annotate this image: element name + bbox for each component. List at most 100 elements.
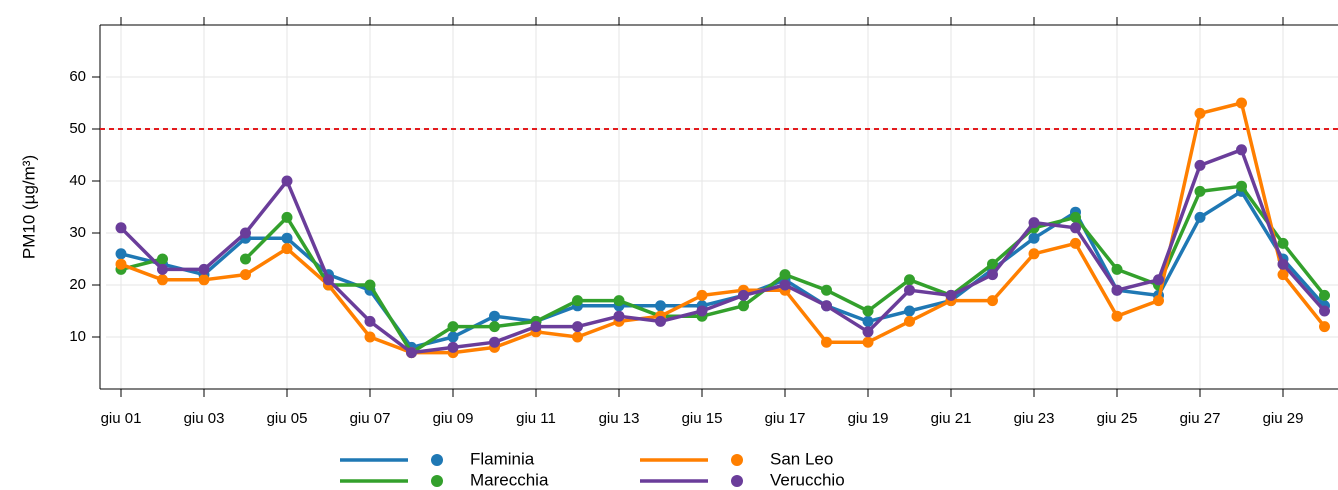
data-point [1319, 289, 1330, 301]
data-point [821, 284, 832, 296]
data-point [862, 315, 874, 327]
y-tick-label: 40 [69, 172, 86, 189]
data-point [1319, 321, 1330, 333]
data-point [572, 321, 583, 333]
data-point [1194, 159, 1206, 171]
data-point [613, 295, 625, 307]
series-line [120, 189, 1326, 350]
x-tick-label: giu 17 [765, 410, 806, 427]
data-point [821, 300, 832, 312]
data-point [198, 274, 210, 286]
x-tick-label: giu 29 [1263, 410, 1304, 427]
data-point [240, 227, 251, 239]
data-point [1111, 263, 1123, 275]
data-point [1070, 211, 1081, 223]
data-point [821, 336, 832, 348]
data-point [1277, 237, 1289, 249]
data-point [987, 295, 998, 307]
data-point [862, 336, 874, 348]
series-line [120, 101, 1326, 355]
data-point [1319, 305, 1330, 317]
x-tick-label: giu 21 [931, 410, 972, 427]
data-point [489, 336, 500, 348]
x-tick-label: giu 03 [184, 410, 225, 427]
data-point [530, 321, 542, 333]
data-point [240, 253, 251, 265]
data-point [1277, 269, 1289, 281]
data-point [364, 331, 376, 343]
data-point [157, 253, 168, 265]
legend-dot [731, 454, 743, 466]
data-point [157, 274, 168, 286]
data-point [779, 279, 791, 291]
legend-dot [431, 475, 443, 487]
legend-dot [431, 454, 443, 466]
data-point [1236, 180, 1247, 192]
x-tick-label: giu 25 [1097, 410, 1138, 427]
data-point [1236, 144, 1247, 156]
data-point [862, 305, 874, 317]
legend-label: Verucchio [770, 470, 845, 489]
x-tick-label: giu 11 [516, 410, 556, 427]
data-point [1194, 107, 1206, 119]
data-point [364, 279, 376, 291]
data-point [1028, 217, 1040, 229]
legend-label: Flaminia [470, 449, 535, 468]
y-tick-label: 10 [69, 328, 86, 345]
data-point [281, 243, 293, 255]
y-tick-label: 60 [69, 68, 86, 85]
data-point [1153, 274, 1164, 286]
data-point [364, 315, 376, 327]
y-axis-label: PM10 (µg/m³) [19, 155, 38, 259]
data-point [1070, 222, 1081, 234]
data-point [696, 289, 708, 301]
data-point [655, 300, 666, 312]
data-point [115, 222, 127, 234]
data-point [157, 263, 168, 275]
data-point [406, 347, 417, 359]
x-tick-label: giu 01 [101, 410, 142, 427]
data-point [904, 315, 915, 327]
data-point [489, 310, 500, 322]
data-point [655, 315, 666, 327]
y-tick-label: 30 [69, 224, 86, 241]
x-tick-label: giu 13 [599, 410, 640, 427]
data-point [281, 232, 293, 244]
data-point [904, 305, 915, 317]
legend-dot [731, 475, 743, 487]
data-point [1111, 310, 1123, 322]
data-point [613, 310, 625, 322]
data-point [904, 284, 915, 296]
data-point [1028, 232, 1040, 244]
data-point [1028, 248, 1040, 260]
y-tick-label: 20 [69, 276, 86, 293]
y-tick-label: 50 [69, 120, 86, 137]
data-point [987, 258, 998, 270]
data-point [1070, 237, 1081, 249]
data-point [115, 248, 127, 260]
data-point [198, 263, 210, 275]
data-point [281, 175, 293, 187]
x-tick-label: giu 09 [433, 410, 474, 427]
data-point [572, 331, 583, 343]
data-point [1194, 211, 1206, 223]
data-point [987, 269, 998, 281]
data-point [115, 258, 127, 270]
data-point [240, 269, 251, 281]
data-point [1153, 295, 1164, 307]
data-point [489, 321, 500, 333]
legend-label: Marecchia [470, 470, 549, 489]
data-point [1111, 284, 1123, 296]
x-tick-label: giu 23 [1014, 410, 1055, 427]
x-tick-label: giu 05 [267, 410, 308, 427]
data-point [572, 295, 583, 307]
data-point [447, 321, 459, 333]
data-point [738, 300, 749, 312]
data-point [1277, 258, 1289, 270]
x-tick-label: giu 15 [682, 410, 723, 427]
data-point [904, 274, 915, 286]
data-point [281, 211, 293, 223]
data-point [1194, 185, 1206, 197]
data-point [738, 289, 749, 301]
